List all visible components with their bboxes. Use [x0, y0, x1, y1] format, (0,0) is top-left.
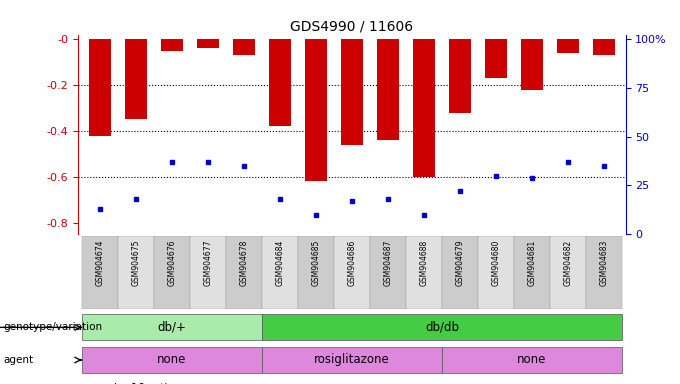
Text: GSM904687: GSM904687 [384, 240, 392, 286]
Text: GSM904682: GSM904682 [564, 240, 573, 286]
Text: GSM904681: GSM904681 [528, 240, 537, 286]
FancyBboxPatch shape [262, 314, 622, 340]
Text: db/db: db/db [425, 320, 459, 333]
Bar [161, 39, 183, 51]
Text: GSM904674: GSM904674 [95, 240, 104, 286]
Bar [485, 39, 507, 78]
Text: GSM904676: GSM904676 [167, 240, 176, 286]
FancyBboxPatch shape [478, 236, 514, 309]
FancyBboxPatch shape [226, 236, 262, 309]
Bar [449, 39, 471, 113]
Bar [377, 39, 398, 140]
FancyBboxPatch shape [262, 236, 298, 309]
Bar [125, 39, 147, 119]
Text: log10 ratio: log10 ratio [114, 383, 174, 384]
Text: db/+: db/+ [157, 320, 186, 333]
Bar [593, 39, 615, 55]
Bar [341, 39, 362, 145]
Bar [521, 39, 543, 89]
FancyBboxPatch shape [442, 236, 478, 309]
Text: GSM904679: GSM904679 [456, 240, 464, 286]
FancyBboxPatch shape [442, 347, 622, 373]
FancyBboxPatch shape [514, 236, 550, 309]
Title: GDS4990 / 11606: GDS4990 / 11606 [290, 20, 413, 33]
FancyBboxPatch shape [82, 236, 118, 309]
Bar [305, 39, 326, 182]
Text: GSM904684: GSM904684 [275, 240, 284, 286]
Text: none: none [517, 353, 547, 366]
Bar [89, 39, 111, 136]
Text: GSM904688: GSM904688 [420, 240, 428, 286]
Bar [197, 39, 219, 48]
FancyBboxPatch shape [406, 236, 442, 309]
FancyBboxPatch shape [82, 347, 262, 373]
Text: GSM904683: GSM904683 [600, 240, 609, 286]
FancyBboxPatch shape [154, 236, 190, 309]
FancyBboxPatch shape [586, 236, 622, 309]
FancyBboxPatch shape [334, 236, 370, 309]
Bar [269, 39, 290, 126]
Text: none: none [157, 353, 186, 366]
FancyBboxPatch shape [550, 236, 586, 309]
Text: agent: agent [3, 355, 33, 365]
FancyBboxPatch shape [190, 236, 226, 309]
Text: GSM904677: GSM904677 [203, 240, 212, 286]
Text: GSM904680: GSM904680 [492, 240, 500, 286]
FancyBboxPatch shape [262, 347, 442, 373]
Text: GSM904685: GSM904685 [311, 240, 320, 286]
Text: rosiglitazone: rosiglitazone [314, 353, 390, 366]
FancyBboxPatch shape [370, 236, 406, 309]
Text: genotype/variation: genotype/variation [3, 322, 103, 333]
FancyBboxPatch shape [118, 236, 154, 309]
Text: GSM904675: GSM904675 [131, 240, 140, 286]
FancyBboxPatch shape [82, 314, 262, 340]
Bar [557, 39, 579, 53]
FancyBboxPatch shape [298, 236, 334, 309]
Text: GSM904686: GSM904686 [347, 240, 356, 286]
Bar [413, 39, 435, 177]
Text: GSM904678: GSM904678 [239, 240, 248, 286]
Bar [233, 39, 255, 55]
